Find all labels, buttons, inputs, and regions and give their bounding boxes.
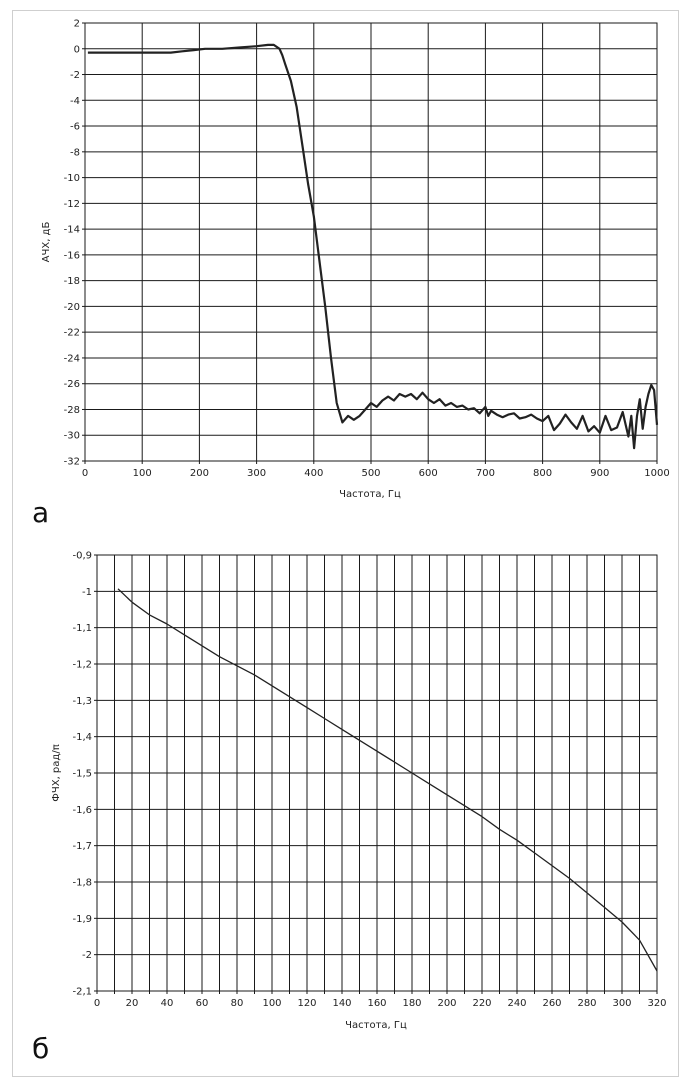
panel-a-y-tick-label: -20 [64,302,80,313]
panel-b-x-tick-label: 160 [367,998,386,1009]
panel-b-y-tick-label: -1,7 [72,841,92,852]
panel-a-x-axis-title: Частота, Гц [339,489,401,500]
panel-b-x-tick-label: 140 [332,998,351,1009]
panel-b-x-tick-label: 320 [647,998,666,1009]
panel-b-y-tick-label: -0,9 [72,551,92,562]
panel-a-series-line [87,43,659,450]
panel-b-letter: б [32,1032,49,1065]
panel-a-y-tick-label: -4 [70,96,80,107]
panel-a-y-tick-label: -8 [70,147,80,158]
panel-a-x-tick-label: 500 [361,468,380,479]
figure-frame [12,10,679,1077]
panel-a-y-tick-label: -10 [64,173,80,184]
panel-a-x-tick-label: 0 [82,468,88,479]
panel-b-y-tick-label: -1,8 [72,878,92,889]
panel-b-x-axis-title: Частота, Гц [345,1020,407,1031]
panel-b-x-tick-label: 60 [196,998,209,1009]
chart-panel-a: Частота, Гц АЧХ, дБ а 0 100 200 300 400 500 60… [32,19,670,530]
panel-b-y-tick-label: -1 [82,587,92,598]
panel-b-x-tick-label: 300 [612,998,631,1009]
panel-b-y-tick-label: -1,6 [72,805,92,816]
panel-a-x-tick-label: 600 [419,468,438,479]
panel-b-y-tick-label: -1,4 [72,732,92,743]
panel-a-y-tick-label: -2 [70,70,80,81]
panel-a-x-tick-label: 300 [247,468,266,479]
panel-a-y-tick-label: -30 [64,431,80,442]
panel-a-y-tick-label: 2 [74,19,80,30]
panel-a-x-tick-label: 900 [590,468,609,479]
panel-a-y-tick-label: -28 [64,405,80,416]
panel-b-y-tick-label: -1,2 [72,660,92,671]
panel-a-x-tick-label: 800 [533,468,552,479]
panel-a-x-tick-label: 700 [476,468,495,479]
panel-b-y-tick-label: -1,3 [72,696,92,707]
panel-b-x-tick-label: 200 [437,998,456,1009]
panel-b-x-tick-label: 0 [94,998,100,1009]
chart-panel-b: Частота, Гц ФЧХ, рад/π б 0 20 40 60 80 100 120… [32,551,667,1066]
panel-b-x-tick-label: 240 [507,998,526,1009]
panel-a-y-tick-label: -12 [64,199,80,210]
panel-b-y-tick-label: -2,1 [72,987,92,998]
panel-a-y-tick-label: -18 [64,276,80,287]
panel-b-y-tick-label: -2 [82,950,92,961]
panel-b-y-tick-label: -1,1 [72,623,92,634]
panel-b-plot-frame [96,554,658,992]
panel-a-x-tick-label: 200 [190,468,209,479]
panel-a-x-tick-label: 400 [304,468,323,479]
panel-b-x-tick-label: 20 [126,998,139,1009]
panel-a-x-tick-label: 100 [133,468,152,479]
panel-a-y-tick-label: 0 [74,44,80,55]
panel-b-y-axis-title: ФЧХ, рад/π [51,744,62,801]
panel-b-x-tick-label: 40 [161,998,174,1009]
panel-a-y-tick-label: -26 [64,379,80,390]
panel-b-x-tick-label: 80 [231,998,244,1009]
panel-b-y-tick-label: -1,9 [72,914,92,925]
panel-b-x-tick-label: 220 [472,998,491,1009]
panel-b-x-tick-label: 280 [577,998,596,1009]
panel-a-y-tick-label: -16 [64,250,80,261]
panel-a-y-tick-label: -14 [64,225,80,236]
panel-a-y-tick-label: -22 [64,328,80,339]
panel-a-x-tick-label: 1000 [644,468,669,479]
panel-b-x-tick-label: 260 [542,998,561,1009]
panel-b-series-line [117,588,658,972]
panel-b-x-tick-label: 180 [402,998,421,1009]
panel-a-letter: а [32,496,49,529]
panel-b-x-tick-label: 100 [262,998,281,1009]
panel-b-x-tick-label: 120 [297,998,316,1009]
panel-a-plot-frame [84,22,658,462]
panel-a-y-axis-title: АЧХ, дБ [41,222,52,263]
panel-b-y-tick-label: -1,5 [72,769,92,780]
panel-a-y-tick-label: -24 [64,353,80,364]
panel-a-y-tick-label: -6 [70,122,80,133]
panel-a-y-tick-label: -32 [64,457,80,468]
